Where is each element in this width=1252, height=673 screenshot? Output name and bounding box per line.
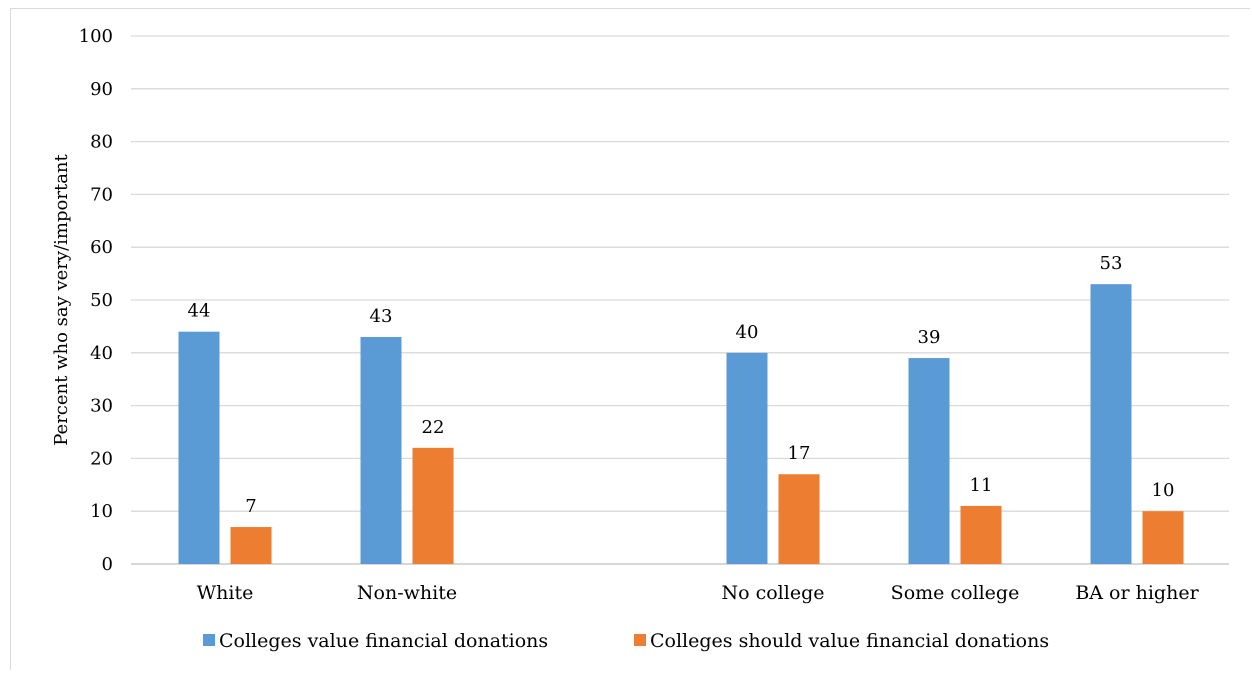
data-label: 22 [422, 417, 445, 438]
data-label: 40 [736, 322, 759, 343]
data-label: 11 [970, 475, 993, 496]
bar-should-value-2 [778, 474, 820, 564]
bar-value-2 [726, 352, 768, 564]
data-label: 39 [918, 327, 941, 348]
bar-value-3 [908, 358, 950, 564]
data-labels: 44 7 43 22 40 17 39 11 53 10 [188, 253, 1175, 517]
bar-value-1 [360, 336, 402, 564]
data-label: 53 [1100, 253, 1123, 274]
chart-frame [10, 8, 1250, 670]
y-tick-label: 50 [90, 290, 113, 311]
gridlines [131, 35, 1229, 565]
bar-value-0 [178, 331, 220, 564]
data-label: 17 [788, 443, 811, 464]
legend-swatch [203, 634, 215, 646]
y-tick-label: 90 [90, 79, 113, 100]
data-label: 44 [188, 301, 211, 322]
data-label: 43 [370, 306, 393, 327]
x-tick-label: BA or higher [1075, 582, 1199, 604]
x-tick-label: Some college [891, 582, 1020, 604]
y-tick-label: 10 [90, 501, 113, 522]
y-tick-label: 20 [90, 448, 113, 469]
y-tick-label: 70 [90, 184, 113, 205]
y-tick-label: 40 [90, 343, 113, 364]
legend-swatch [634, 634, 646, 646]
y-tick-label: 80 [90, 132, 113, 153]
legend-label: Colleges should value financial donation… [650, 630, 1049, 652]
y-tick-label: 30 [90, 396, 113, 417]
bars [178, 284, 1184, 564]
x-tick-label: No college [722, 582, 825, 604]
bar-should-value-3 [960, 505, 1002, 564]
y-axis-ticks: 0 10 20 30 40 50 60 70 80 90 100 [79, 26, 113, 575]
bar-should-value-1 [412, 447, 454, 564]
x-tick-label: White [197, 582, 254, 604]
data-label: 10 [1152, 480, 1175, 501]
legend-label: Colleges value financial donations [219, 630, 548, 652]
y-axis-label: Percent who say very/important [51, 153, 72, 445]
x-tick-label: Non-white [357, 582, 457, 604]
legend: Colleges value financial donations Colleg… [203, 630, 1049, 652]
bar-should-value-4 [1142, 511, 1184, 564]
bar-value-4 [1090, 284, 1132, 564]
y-tick-label: 60 [90, 237, 113, 258]
bar-should-value-0 [230, 527, 272, 564]
y-tick-label: 0 [102, 554, 113, 575]
category-labels: White Non-white No college Some college BA o… [197, 582, 1200, 604]
data-label: 7 [245, 496, 256, 517]
y-tick-label: 100 [79, 26, 113, 47]
